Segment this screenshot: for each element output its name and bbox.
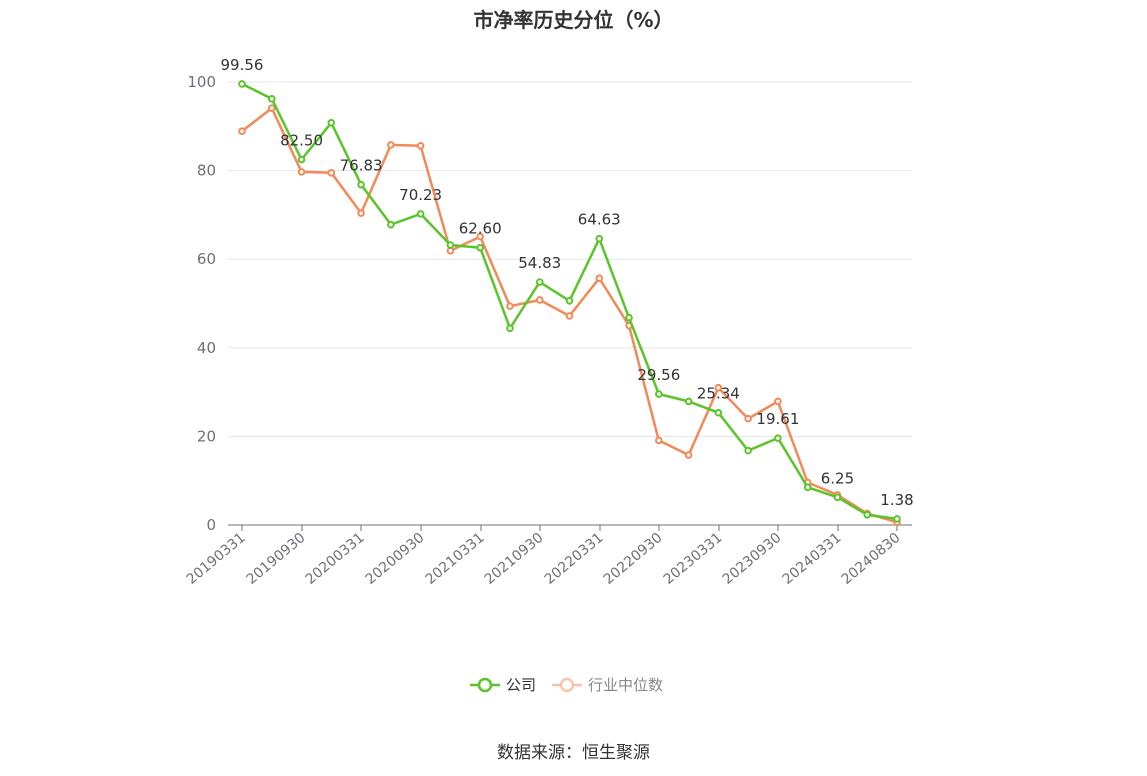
data-point-industry — [655, 436, 663, 445]
data-point-industry — [506, 302, 514, 310]
data-point-company — [476, 243, 484, 252]
data-point-company — [744, 446, 752, 455]
axis-layer: 0 20 40 60 80 100 2019033120190930202003312020… — [184, 73, 912, 588]
x-tick-label: 20190930 — [244, 530, 309, 588]
y-tick-label: 80 — [197, 162, 216, 180]
x-tick-label: 20200930 — [363, 530, 428, 588]
data-label: 64.63 — [578, 211, 621, 229]
data-point-company — [238, 80, 246, 88]
data-label: 54.83 — [518, 254, 561, 272]
x-tick-label: 20210930 — [482, 530, 547, 588]
data-point-industry — [297, 168, 306, 176]
x-tick-label: 20230331 — [661, 530, 726, 588]
data-label: 76.83 — [340, 157, 383, 175]
data-point-company — [535, 278, 544, 286]
data-point-company — [803, 483, 812, 492]
y-tick-label: 40 — [197, 339, 216, 357]
data-label: 70.23 — [399, 186, 442, 204]
y-tick-label: 100 — [187, 73, 216, 91]
data-point-company — [267, 95, 276, 103]
data-point-industry — [387, 141, 395, 149]
data-point-industry — [595, 274, 604, 283]
legend-item-company[interactable]: 公司 — [470, 674, 536, 695]
data-point-company — [655, 390, 663, 398]
data-point-company — [833, 493, 842, 502]
legend-label-industry: 行业中位数 — [588, 676, 664, 694]
x-tick-label: 20190331 — [184, 530, 249, 588]
data-point-industry — [744, 414, 752, 423]
data-point-industry — [535, 296, 544, 304]
data-point-company — [863, 511, 872, 519]
grid-layer — [228, 81, 912, 437]
data-point-company — [565, 297, 574, 305]
data-label: 1.38 — [880, 491, 913, 509]
data-point-industry — [238, 127, 246, 135]
x-tick-label: 20210331 — [423, 530, 488, 588]
legend-item-industry[interactable]: 行业中位数 — [552, 674, 663, 695]
data-label: 25.34 — [697, 385, 740, 403]
data-point-company — [625, 313, 633, 322]
legend-marker-industry-icon — [552, 677, 583, 692]
data-point-company — [387, 220, 395, 229]
x-tick-label: 20220331 — [542, 530, 607, 588]
data-point-industry — [357, 209, 365, 217]
data-point-industry — [684, 451, 693, 459]
chart-title: 市净率历史分位（%） — [473, 8, 674, 32]
data-point-industry — [327, 169, 336, 177]
data-label: 6.25 — [821, 469, 854, 487]
x-tick-label: 20220930 — [601, 530, 666, 588]
data-point-industry — [267, 104, 276, 112]
data-point-company — [297, 155, 306, 164]
data-label: 82.50 — [280, 132, 323, 150]
data-point-company — [774, 434, 782, 442]
data-point-company — [327, 118, 336, 127]
data-point-company — [893, 515, 901, 523]
data-point-company — [416, 210, 425, 218]
label-layer: 99.56 82.50 76.83 70.23 62.60 54.83 64.63 29.56… — [221, 56, 914, 509]
data-point-industry — [416, 141, 425, 150]
x-tick-label: 20240331 — [780, 530, 845, 588]
legend-label-company: 公司 — [506, 676, 537, 694]
data-point-company — [714, 408, 723, 417]
data-point-company — [595, 234, 604, 243]
data-label: 19.61 — [756, 410, 799, 428]
data-label: 62.60 — [459, 220, 502, 238]
y-tick-label: 20 — [197, 427, 216, 445]
x-tick-label: 20240830 — [839, 530, 904, 588]
data-point-company — [446, 241, 455, 249]
y-tick-label: 60 — [197, 250, 216, 268]
series-layer — [238, 80, 901, 527]
data-point-industry — [714, 383, 723, 392]
data-point-industry — [476, 232, 484, 241]
data-point-company — [506, 324, 514, 333]
y-tick-label: 0 — [206, 516, 216, 534]
legend: 公司 行业中位数 — [470, 674, 679, 695]
x-tick-label: 20230930 — [720, 530, 785, 588]
legend-marker-company-icon — [470, 677, 500, 692]
data-source: 数据来源：恒生聚源 — [497, 743, 650, 763]
data-label: 29.56 — [637, 366, 680, 384]
data-point-company — [357, 180, 365, 189]
data-point-industry — [774, 397, 782, 406]
data-point-industry — [565, 312, 574, 320]
data-point-company — [684, 397, 693, 406]
x-tick-label: 20200331 — [303, 530, 368, 588]
data-label: 99.56 — [221, 56, 264, 74]
